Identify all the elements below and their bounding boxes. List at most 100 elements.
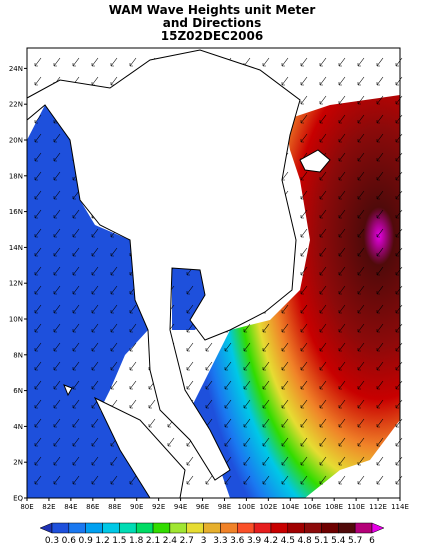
arrow [319,399,327,409]
arrow [72,418,80,428]
arrow [395,456,403,466]
colorbar-label: 1.2 [95,536,109,546]
arrow [224,361,232,371]
arrow [91,323,99,333]
arrow [376,323,384,333]
arrow [262,437,270,447]
y-tick-label: 24N [9,65,23,73]
arrow [395,304,403,314]
arrow [357,361,365,371]
arrow [53,171,61,181]
arrow [281,399,289,409]
arrow [300,361,308,371]
arrow [243,437,251,447]
arrow [224,475,232,485]
arrow [110,57,118,67]
arrow [262,418,270,428]
arrow [338,209,346,219]
arrow [395,95,403,105]
arrow [357,114,365,124]
arrow [110,304,118,314]
arrow [91,437,99,447]
arrow [376,285,384,295]
arrow [300,304,308,314]
arrow [281,323,289,333]
arrow [53,456,61,466]
colorbar-low-end [39,522,53,534]
arrow [91,456,99,466]
arrow [34,475,42,485]
colorbar-swatch [203,522,221,534]
x-tick-label: 82E [42,503,55,511]
arrow [167,437,175,447]
arrow [129,380,137,390]
arrow [300,57,308,67]
arrow [395,285,403,295]
arrow [224,418,232,428]
arrow [357,152,365,162]
arrow [338,361,346,371]
land-hainan [299,149,331,173]
colorbar-high-end [371,522,385,534]
arrow [376,342,384,352]
arrow [300,380,308,390]
map-area [26,47,403,499]
arrow [224,380,232,390]
arrow [319,323,327,333]
colorbar-swatch [220,522,238,534]
arrow [338,57,346,67]
arrow [395,266,403,276]
arrow [205,361,213,371]
arrow [53,152,61,162]
arrow [110,456,118,466]
arrow [319,304,327,314]
arrow [376,456,384,466]
arrow [53,437,61,447]
arrow [34,323,42,333]
arrow [357,133,365,143]
arrow [395,437,403,447]
colorbar-label: 0.9 [79,536,94,546]
arrow [53,399,61,409]
colorbar-swatch [68,522,86,534]
x-tick-label: 94E [174,503,187,511]
arrow [243,456,251,466]
colorbar-label: 4.8 [297,536,312,546]
colorbar-label: 3 [201,536,207,546]
arrow [72,399,80,409]
arrow [281,437,289,447]
arrow [53,133,61,143]
arrow [395,418,403,428]
y-tick-label: 4N [13,423,23,431]
arrow [319,190,327,200]
colorbar-swatch [169,522,187,534]
arrow [72,456,80,466]
arrow [357,456,365,466]
arrow [357,95,365,105]
arrow [53,475,61,485]
arrow [53,323,61,333]
arrow [91,418,99,428]
x-tick-label: 114E [391,503,409,511]
arrow [205,399,213,409]
arrow [338,475,346,485]
arrow [34,399,42,409]
arrow [300,133,308,143]
arrow [281,76,289,86]
y-tick-label: 16N [9,208,23,216]
colorbar-label: 1.5 [112,536,126,546]
x-tick-label: 108E [325,503,343,511]
arrow [319,475,327,485]
arrow [376,190,384,200]
colorbar-swatch [270,522,289,534]
arrow [376,152,384,162]
arrow [110,475,118,485]
arrow [34,380,42,390]
arrow [376,247,384,257]
colorbar-label: 5.7 [348,536,362,546]
arrow [243,342,251,352]
arrow [34,304,42,314]
arrow [91,342,99,352]
arrow [300,456,308,466]
y-tick-label: 18N [9,172,23,180]
